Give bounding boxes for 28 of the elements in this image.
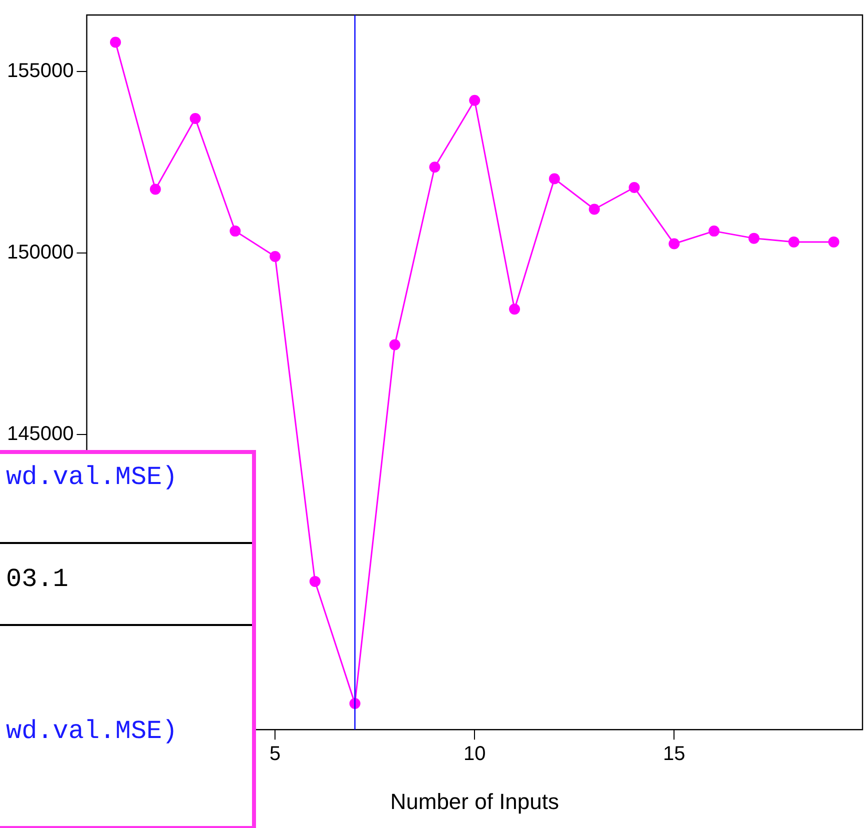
point [788, 236, 800, 248]
point [509, 304, 520, 315]
x-tick-label: 15 [663, 743, 686, 766]
point [389, 339, 400, 350]
point [748, 232, 760, 244]
annotation: wd.val.MSE) [6, 716, 178, 746]
point [310, 576, 320, 587]
point [668, 238, 680, 250]
point [110, 36, 121, 48]
x-tick-label: 5 [270, 743, 281, 766]
point [588, 204, 600, 215]
y-tick-label: 150000 [6, 241, 74, 264]
point [270, 250, 281, 262]
point [230, 226, 241, 237]
point [429, 162, 440, 173]
y-tick-label: 155000 [6, 60, 74, 82]
point [548, 173, 560, 184]
annotation: wd.val.MSE) [6, 462, 178, 492]
y-tick-label: 145000 [6, 422, 74, 445]
point [628, 182, 640, 193]
code-panel: wd.val.MSE) 03.1 wd.val.MSE) [0, 450, 256, 828]
x-tick-label: 10 [463, 743, 486, 766]
x-axis-title: Number of Inputs [390, 788, 559, 814]
point [190, 112, 201, 124]
point [150, 184, 161, 195]
point [828, 236, 840, 248]
point [469, 94, 480, 106]
point [708, 226, 720, 237]
